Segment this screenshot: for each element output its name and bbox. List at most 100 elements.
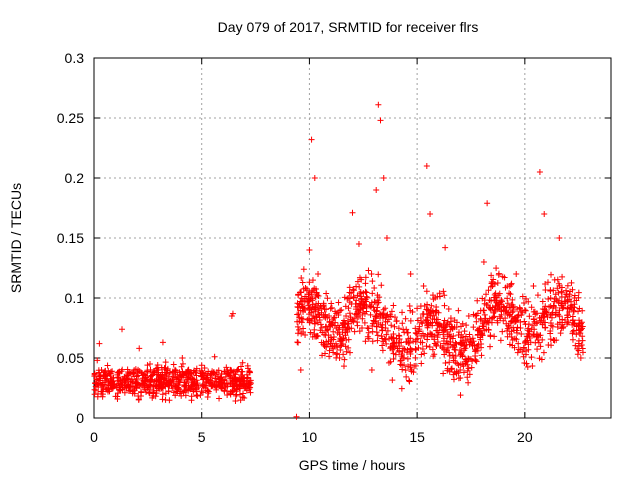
data-point	[407, 317, 414, 324]
data-point	[511, 335, 518, 342]
data-point	[356, 306, 363, 313]
plot-frame	[93, 57, 612, 419]
data-point	[163, 370, 170, 377]
data-point	[554, 285, 561, 292]
data-point	[393, 339, 400, 346]
data-point	[427, 312, 434, 319]
data-point	[361, 319, 368, 326]
data-point	[494, 319, 501, 326]
data-point	[544, 313, 551, 320]
data-point	[383, 235, 390, 241]
data-point	[198, 362, 205, 369]
data-point	[446, 352, 453, 359]
data-point	[306, 305, 313, 312]
data-point	[243, 380, 250, 387]
data-point	[339, 319, 346, 326]
data-point	[531, 326, 538, 333]
data-point	[373, 187, 380, 193]
data-point	[518, 330, 525, 337]
data-point	[412, 354, 419, 361]
data-point	[298, 274, 305, 281]
data-point	[418, 351, 425, 358]
data-point	[326, 347, 333, 354]
data-point	[321, 343, 328, 349]
data-point	[520, 344, 527, 351]
data-point	[454, 360, 461, 367]
data-point	[100, 385, 107, 392]
data-point	[448, 365, 455, 372]
data-point	[433, 341, 439, 348]
data-point	[548, 322, 555, 329]
data-point	[160, 385, 167, 392]
data-point	[424, 317, 431, 324]
data-point	[571, 304, 578, 311]
data-point	[359, 324, 366, 331]
data-point	[174, 385, 181, 392]
data-point	[558, 289, 565, 296]
data-point	[542, 319, 549, 326]
data-point	[513, 271, 520, 277]
y-tick-label: 0.25	[57, 110, 84, 126]
data-point	[205, 380, 212, 387]
data-point	[353, 310, 360, 317]
data-point	[579, 333, 586, 340]
data-point	[396, 343, 403, 350]
chart-title: Day 079 of 2017, SRMTID for receiver flr…	[218, 19, 479, 35]
data-point	[465, 356, 472, 363]
data-point	[414, 305, 421, 312]
data-point	[389, 341, 396, 348]
data-point	[194, 380, 201, 387]
data-point	[425, 307, 432, 314]
data-point	[117, 378, 124, 385]
data-point	[559, 273, 566, 280]
x-tick-label: 10	[302, 429, 318, 445]
data-point	[121, 389, 128, 396]
data-point	[556, 319, 563, 326]
data-point	[534, 319, 541, 326]
data-point	[460, 369, 467, 376]
data-point	[370, 304, 377, 311]
data-point	[94, 357, 101, 364]
data-point	[369, 328, 376, 335]
data-point	[460, 345, 467, 352]
data-point	[134, 379, 141, 386]
data-point	[379, 321, 386, 328]
data-point	[172, 384, 179, 391]
data-point	[302, 307, 309, 313]
data-point	[446, 368, 453, 375]
data-point	[181, 387, 188, 394]
data-point	[474, 310, 481, 317]
data-point	[500, 303, 507, 310]
data-point	[377, 311, 384, 318]
data-point	[517, 325, 524, 332]
data-point	[459, 334, 466, 341]
data-point	[308, 136, 315, 143]
data-point	[346, 310, 353, 317]
data-point	[224, 367, 231, 373]
data-point	[420, 283, 427, 289]
data-point	[377, 117, 384, 124]
data-point	[483, 326, 490, 333]
data-point	[309, 277, 316, 284]
data-point	[445, 305, 452, 312]
data-point	[369, 338, 376, 345]
data-point	[511, 344, 518, 351]
data-point	[135, 396, 142, 403]
data-point	[330, 328, 337, 335]
data-point	[232, 392, 239, 399]
y-tick-label: 0.3	[65, 50, 85, 66]
data-point	[529, 362, 536, 369]
data-point	[473, 318, 480, 325]
data-point	[423, 288, 430, 295]
data-point	[135, 380, 142, 387]
data-point	[147, 386, 154, 393]
data-point	[350, 287, 357, 294]
data-point	[246, 368, 253, 375]
data-point	[576, 305, 583, 312]
data-point	[488, 272, 495, 279]
data-point	[311, 333, 318, 340]
data-point	[194, 393, 201, 400]
data-point	[419, 345, 426, 352]
data-point	[406, 377, 413, 384]
data-point	[241, 394, 248, 401]
